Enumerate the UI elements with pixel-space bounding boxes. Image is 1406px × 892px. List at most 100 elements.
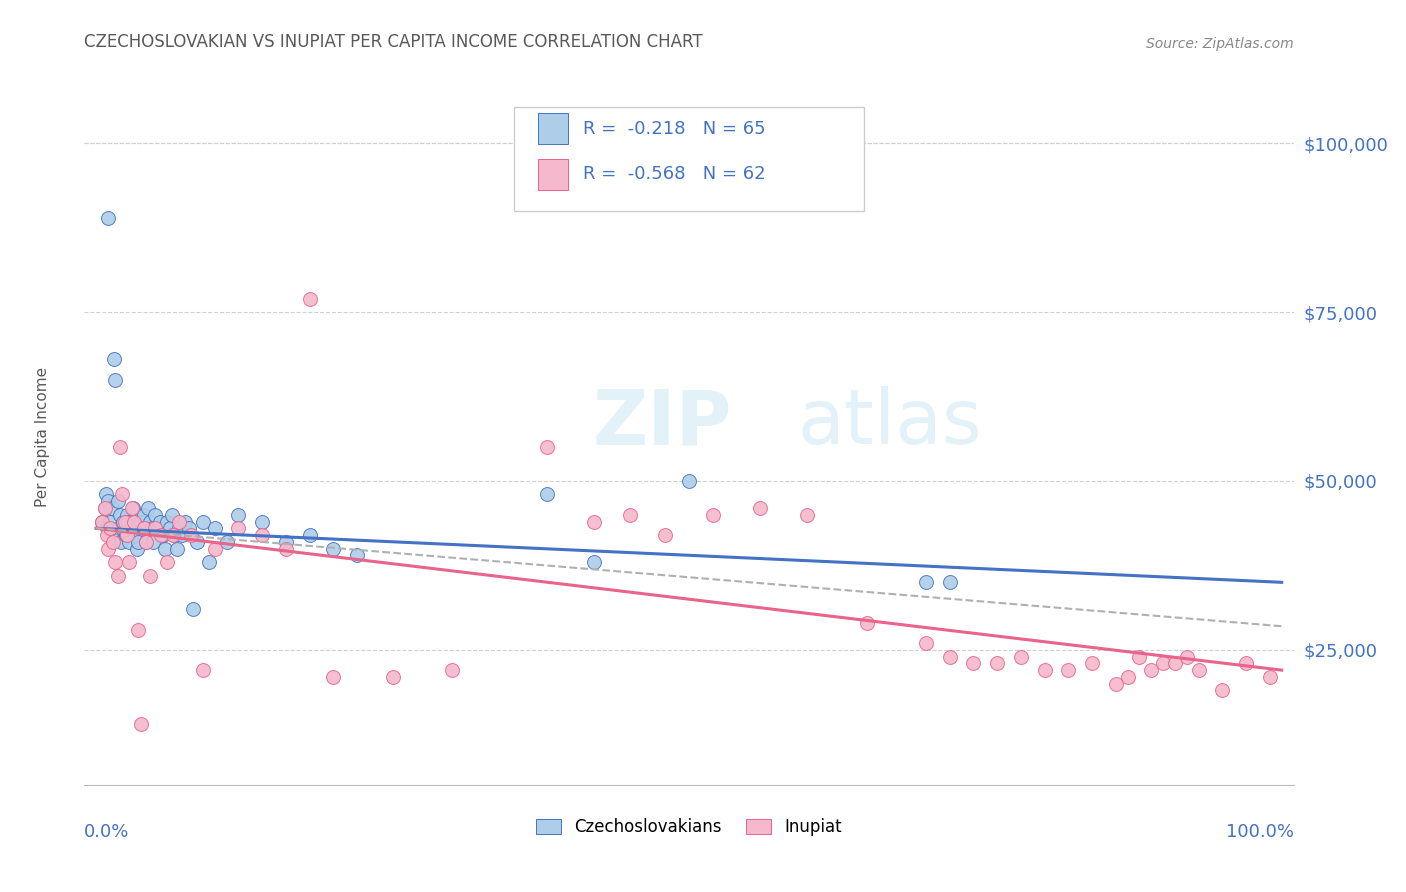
Text: 0.0%: 0.0% [84, 823, 129, 841]
Point [138, 568, 160, 582]
Point [112, 515, 135, 529]
Point [149, 515, 172, 529]
Text: atlas: atlas [797, 386, 983, 460]
Point [97, 541, 120, 556]
Point [94, 487, 117, 501]
Point [204, 521, 226, 535]
Point [274, 541, 297, 556]
Point [107, 568, 129, 582]
Point [138, 501, 160, 516]
Point [915, 575, 938, 590]
Point [100, 501, 122, 516]
Point [198, 555, 221, 569]
Text: 100.0%: 100.0% [1226, 823, 1294, 841]
Point [250, 515, 273, 529]
Point [215, 534, 238, 549]
Point [142, 534, 165, 549]
Point [135, 534, 157, 549]
Point [156, 555, 179, 569]
Point [536, 440, 558, 454]
Point [1140, 663, 1163, 677]
Point [167, 515, 190, 529]
Point [274, 534, 297, 549]
Point [160, 508, 183, 522]
Text: Per Capita Income: Per Capita Income [35, 367, 49, 508]
Point [135, 534, 157, 549]
Point [180, 528, 202, 542]
Point [101, 534, 124, 549]
Point [141, 521, 163, 535]
Point [702, 508, 724, 522]
Point [183, 602, 205, 616]
Point [146, 521, 169, 535]
Point [855, 615, 877, 630]
Point [583, 515, 606, 529]
Point [1211, 683, 1233, 698]
Point [107, 494, 129, 508]
Point [346, 549, 368, 563]
Point [1081, 657, 1104, 671]
Point [111, 487, 134, 501]
Point [191, 515, 214, 529]
Point [1258, 670, 1281, 684]
Point [174, 515, 197, 529]
Point [115, 528, 138, 542]
Text: ZIP: ZIP [592, 386, 731, 460]
Point [150, 528, 173, 542]
Point [250, 528, 273, 542]
Point [1057, 663, 1080, 677]
Point [111, 521, 134, 535]
Point [145, 521, 167, 535]
Text: R =  -0.218   N = 65: R = -0.218 N = 65 [582, 120, 765, 137]
Point [97, 211, 120, 225]
Point [962, 657, 984, 671]
Point [654, 528, 676, 542]
Point [108, 440, 131, 454]
Point [114, 515, 136, 529]
Point [107, 521, 129, 535]
Point [167, 521, 190, 535]
Point [191, 663, 214, 677]
Point [96, 521, 118, 535]
Point [127, 534, 149, 549]
Point [619, 508, 641, 522]
Point [108, 508, 131, 522]
Point [1188, 663, 1211, 677]
Point [678, 474, 700, 488]
Point [132, 521, 155, 535]
Point [228, 521, 250, 535]
Point [381, 670, 404, 684]
Point [100, 521, 122, 535]
Point [1175, 649, 1198, 664]
Point [163, 528, 186, 542]
Point [796, 508, 818, 522]
Point [104, 373, 127, 387]
Point [93, 501, 115, 516]
Point [915, 636, 938, 650]
Point [156, 515, 179, 529]
Text: R =  -0.568   N = 62: R = -0.568 N = 62 [582, 165, 765, 183]
Point [938, 649, 960, 664]
Point [129, 717, 152, 731]
Point [1116, 670, 1139, 684]
Point [749, 501, 772, 516]
Point [103, 352, 125, 367]
Point [115, 508, 138, 522]
Point [1152, 657, 1174, 671]
Point [1128, 649, 1150, 664]
Point [138, 515, 160, 529]
Point [153, 541, 176, 556]
Point [204, 541, 226, 556]
Point [122, 515, 145, 529]
Point [129, 515, 152, 529]
Point [1164, 657, 1187, 671]
Point [1234, 657, 1257, 671]
Point [177, 521, 200, 535]
Point [118, 555, 141, 569]
Point [170, 528, 193, 542]
Point [986, 657, 1008, 671]
Point [124, 528, 146, 542]
Point [134, 521, 156, 535]
Point [115, 528, 138, 542]
Text: CZECHOSLOVAKIAN VS INUPIAT PER CAPITA INCOME CORRELATION CHART: CZECHOSLOVAKIAN VS INUPIAT PER CAPITA IN… [84, 33, 703, 51]
